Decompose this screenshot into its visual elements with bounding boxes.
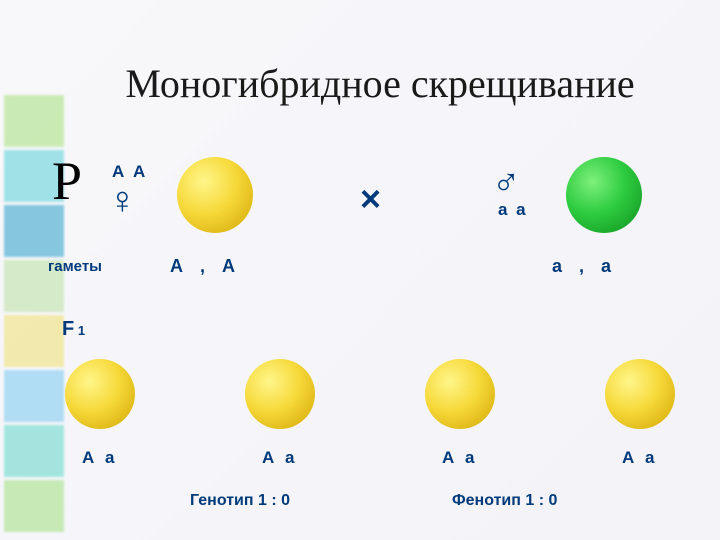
- gametes-label: гаметы: [48, 258, 102, 275]
- f1-generation-label: F 1: [62, 318, 85, 341]
- f1-label-sub: 1: [74, 323, 85, 338]
- green-pea-icon: [566, 157, 642, 233]
- gametes-left: А , А: [170, 256, 241, 277]
- slide-title: Моногибридное скрещивание: [60, 60, 700, 107]
- female-genotype: А А: [112, 162, 147, 182]
- offspring-genotype: А а: [442, 448, 477, 468]
- male-genotype: а а: [498, 200, 528, 220]
- offspring-genotype: А а: [262, 448, 297, 468]
- yellow-pea-icon: [245, 359, 315, 429]
- yellow-pea-icon: [605, 359, 675, 429]
- f1-label-main: F: [62, 318, 74, 340]
- genotype-ratio: Генотип 1 : 0: [190, 492, 290, 510]
- yellow-pea-icon: [425, 359, 495, 429]
- gametes-right: а , а: [552, 256, 617, 277]
- slide-content: Моногибридное скрещивание Р ♀ А А × ♂ а …: [0, 0, 720, 540]
- offspring-genotype: А а: [82, 448, 117, 468]
- phenotype-ratio: Фенотип 1 : 0: [452, 492, 557, 510]
- male-symbol: ♂: [492, 162, 521, 205]
- yellow-pea-icon: [177, 157, 253, 233]
- offspring-genotype: А а: [622, 448, 657, 468]
- female-symbol: ♀: [108, 180, 137, 223]
- p-generation-label: Р: [52, 150, 82, 212]
- yellow-pea-icon: [65, 359, 135, 429]
- cross-symbol: ×: [360, 178, 381, 220]
